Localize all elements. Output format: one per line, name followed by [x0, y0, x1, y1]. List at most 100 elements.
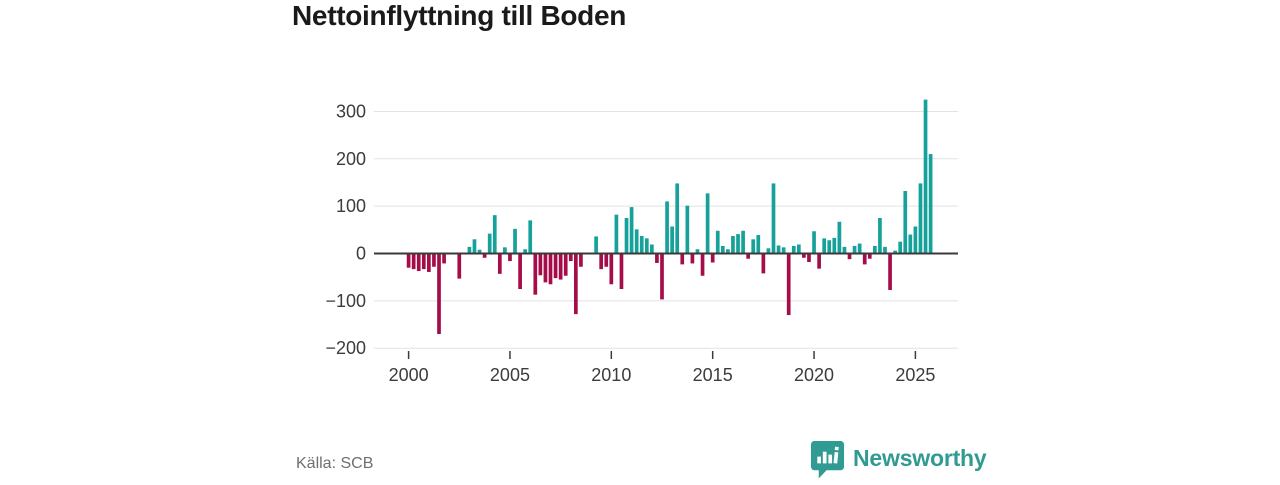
- bar-2022-Q2: [857, 243, 862, 254]
- bar-2003-Q1: [467, 246, 472, 254]
- y-axis-tick-label: 300: [336, 101, 366, 121]
- bar-2024-Q1: [893, 250, 897, 254]
- bar-2004-Q3: [497, 253, 502, 274]
- bar-2018-Q1: [771, 183, 776, 254]
- bar-2004-Q2: [492, 215, 497, 254]
- bar-2005-Q2: [513, 228, 517, 254]
- bar-2004-Q1: [487, 233, 492, 254]
- bar-2001-Q3: [437, 253, 441, 334]
- bar-2009-Q3: [599, 253, 604, 270]
- bar-2016-Q3: [741, 230, 745, 254]
- bar-2003-Q3: [477, 249, 482, 254]
- bar-2006-Q3: [538, 253, 543, 276]
- bar-2007-Q2: [553, 253, 558, 279]
- y-axis-tick-label: 200: [336, 149, 366, 169]
- bar-2012-Q2: [655, 253, 659, 263]
- bar-2011-Q3: [639, 235, 644, 254]
- bar-2025-Q4: [928, 154, 933, 254]
- bar-2013-Q2: [675, 183, 680, 254]
- newsworthy-logo: Newsworthy: [810, 440, 987, 480]
- bar-2007-Q3: [558, 253, 563, 280]
- bar-2010-Q2: [614, 214, 619, 254]
- bar-2025-Q2: [918, 183, 923, 254]
- bar-2004-Q4: [503, 247, 507, 254]
- bar-2024-Q4: [908, 234, 913, 254]
- bar-2001-Q4: [442, 253, 446, 264]
- bar-chart-speech-bubble-icon: [810, 441, 845, 479]
- bar-2016-Q1: [731, 235, 735, 254]
- bar-2023-Q2: [878, 217, 882, 254]
- bar-2007-Q1: [548, 253, 553, 285]
- bar-2020-Q4: [827, 240, 832, 254]
- bar-2013-Q1: [670, 226, 674, 254]
- page-title: Nettoinflyttning till Boden: [292, 0, 627, 31]
- bar-2020-Q2: [817, 253, 821, 269]
- bar-2023-Q3: [883, 246, 887, 254]
- bar-2021-Q3: [842, 246, 847, 254]
- bar-2014-Q4: [705, 193, 710, 254]
- bar-2019-Q3: [802, 253, 806, 258]
- bar-2017-Q2: [756, 235, 761, 254]
- bar-2012-Q4: [665, 201, 669, 254]
- bar-2019-Q4: [807, 253, 811, 263]
- bar-2005-Q4: [523, 249, 528, 254]
- bar-2006-Q4: [543, 253, 548, 283]
- bar-2005-Q3: [518, 253, 522, 290]
- x-axis-tick-label: 2005: [490, 365, 530, 385]
- bar-2014-Q2: [695, 249, 700, 254]
- y-axis-tick-label: −100: [325, 291, 366, 311]
- bar-2006-Q2: [533, 253, 538, 295]
- bar-2001-Q2: [432, 253, 436, 267]
- bar-2010-Q3: [619, 253, 624, 290]
- bar-2025-Q3: [923, 99, 928, 254]
- bar-2012-Q1: [650, 244, 654, 254]
- bar-2023-Q4: [888, 253, 892, 290]
- newsworthy-logo-text: Newsworthy: [853, 445, 987, 471]
- bar-2009-Q2: [594, 236, 598, 254]
- bar-2008-Q1: [568, 253, 573, 262]
- bar-2019-Q1: [791, 245, 796, 254]
- bar-2010-Q4: [624, 217, 629, 254]
- bar-2021-Q4: [847, 253, 852, 260]
- bar-2006-Q1: [528, 220, 533, 254]
- bar-2018-Q2: [776, 245, 781, 254]
- bar-2022-Q1: [852, 245, 857, 254]
- bar-2024-Q3: [903, 191, 908, 254]
- x-axis-tick-label: 2020: [794, 365, 834, 385]
- y-axis-tick-label: 100: [336, 196, 366, 216]
- bar-2015-Q1: [710, 253, 715, 263]
- bar-2011-Q2: [634, 229, 639, 254]
- bar-2010-Q1: [609, 253, 614, 285]
- bar-2014-Q1: [690, 253, 695, 264]
- bar-2011-Q1: [629, 207, 634, 254]
- bar-2011-Q4: [644, 238, 649, 254]
- bar-2017-Q4: [766, 248, 771, 254]
- bar-2022-Q3: [862, 253, 867, 265]
- bar-2020-Q1: [812, 231, 816, 254]
- bar-2008-Q2: [573, 253, 578, 315]
- bar-2025-Q1: [913, 226, 918, 254]
- bar-2018-Q4: [786, 253, 791, 316]
- bar-2016-Q4: [746, 253, 751, 259]
- bar-2022-Q4: [867, 253, 872, 259]
- bar-2000-Q2: [411, 253, 416, 270]
- bar-2024-Q2: [898, 241, 903, 254]
- x-axis-tick-label: 2025: [895, 365, 935, 385]
- bar-2000-Q3: [416, 253, 421, 272]
- bar-2001-Q1: [427, 253, 431, 272]
- source-note: Källa: SCB: [296, 455, 374, 472]
- bar-2003-Q4: [482, 253, 487, 258]
- x-axis-tick-label: 2010: [591, 365, 631, 385]
- bar-2017-Q1: [751, 239, 756, 254]
- bar-2002-Q3: [457, 253, 462, 279]
- bar-2017-Q3: [761, 253, 766, 274]
- bar-2014-Q3: [700, 253, 705, 276]
- x-axis-tick-label: 2015: [693, 365, 733, 385]
- bar-2015-Q4: [726, 249, 730, 254]
- bar-2019-Q2: [796, 244, 801, 254]
- bar-2000-Q1: [406, 253, 411, 268]
- bar-2013-Q4: [685, 205, 690, 254]
